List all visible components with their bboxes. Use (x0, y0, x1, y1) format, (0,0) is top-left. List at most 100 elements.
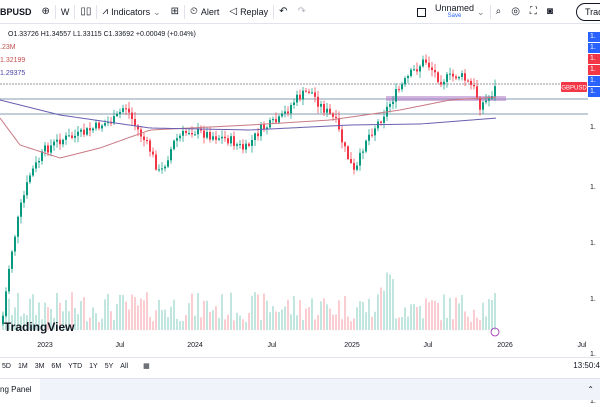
symbol-search[interactable]: BPUSD (0, 0, 37, 24)
redo-button[interactable]: ↷ (292, 0, 310, 24)
candle-body (449, 73, 451, 75)
settings-button[interactable]: ◎ (506, 0, 525, 24)
clock: 13:50:4 (573, 361, 600, 370)
volume-bar (326, 304, 328, 330)
chart-type-button[interactable]: ▯▯ (75, 0, 96, 24)
volume-bar (17, 292, 19, 330)
indicators-label: Indicators (111, 7, 151, 17)
candle-body (467, 80, 469, 82)
volume-bar (173, 299, 175, 330)
volume-bar (116, 303, 118, 330)
range-6m[interactable]: 6M (51, 362, 62, 370)
quick-search-button[interactable]: ⌕ (491, 0, 507, 24)
candle-body (473, 84, 475, 87)
range-1m[interactable]: 1M (17, 362, 28, 370)
volume-bar (335, 314, 337, 330)
range-5y[interactable]: 5Y (104, 362, 114, 370)
candle-body (272, 119, 274, 121)
time-tick: 2024 (187, 342, 203, 349)
volume-bar (494, 292, 496, 330)
volume-bar (329, 308, 331, 330)
collapse-icon[interactable]: ⌃ (587, 385, 594, 394)
ma-slow-line (0, 99, 497, 131)
volume-bar (260, 320, 262, 330)
volume-bar (407, 316, 409, 330)
volume-bar (458, 303, 460, 330)
candle-body (365, 140, 367, 152)
volume-bar (98, 321, 100, 330)
calendar-icon[interactable]: ▦ (143, 363, 150, 370)
candle-body (482, 102, 484, 110)
volume-bar (404, 307, 406, 330)
layout-button[interactable]: Unnamed Save ⌄ (412, 0, 490, 24)
time-tick: Jul (115, 342, 125, 349)
search-icon: ⌕ (495, 6, 502, 17)
volume-bar (386, 272, 388, 330)
volume-bar (305, 308, 307, 330)
compare-button[interactable]: ⊕ (37, 0, 55, 24)
candle-body (215, 136, 217, 140)
volume-bar (113, 319, 115, 330)
interval-label: W (60, 7, 70, 17)
volume-bar (182, 321, 184, 330)
range-3m[interactable]: 3M (34, 362, 45, 370)
interval-button[interactable]: W (56, 0, 75, 24)
volume-bar (152, 321, 154, 330)
candle-body (8, 268, 10, 292)
volume-bar (413, 303, 415, 330)
symbol-label: BPUSD (0, 7, 32, 17)
fullscreen-button[interactable]: ⛶ (525, 0, 542, 24)
volume-bar (26, 315, 28, 330)
price-chart[interactable]: GBPUSD (0, 24, 588, 342)
replay-button[interactable]: ◁ Replay (224, 0, 273, 24)
volume-bar (356, 307, 358, 330)
candle-body (233, 136, 235, 146)
candle-body (410, 69, 412, 77)
price-label: 1. (588, 65, 600, 75)
snapshot-button[interactable]: ◙ (542, 0, 558, 24)
undo-button[interactable]: ↶ (274, 0, 292, 24)
price-scale[interactable]: 1. 1. 1. 1. 1. 1. 1. 1. 1. 1. 1. 1. (588, 24, 600, 405)
candle-body (197, 128, 199, 135)
candle-body (212, 136, 214, 140)
candle-body (149, 140, 151, 152)
layout-save-status: Save (447, 13, 462, 19)
panel-tab[interactable]: ng Panel (0, 378, 40, 401)
volume-bar (257, 294, 259, 330)
candle-body (314, 92, 316, 97)
volume-bar (155, 310, 157, 330)
alert-button[interactable]: ⏲ Alert (185, 0, 224, 24)
candle-body (278, 116, 280, 123)
candle-body (206, 132, 208, 138)
candle-body (263, 124, 265, 130)
candle-body (329, 108, 331, 114)
candle-body (50, 145, 52, 153)
volume-bar (275, 311, 277, 330)
volume-bar (317, 315, 319, 330)
candle-body (221, 136, 223, 139)
range-all[interactable]: All (120, 362, 129, 370)
candle-body (401, 84, 403, 90)
indicators-button[interactable]: ⩘ Indicators ⌄ (97, 0, 165, 24)
templates-button[interactable]: ⊞ (166, 0, 184, 24)
candle-body (125, 108, 127, 110)
candle-body (368, 134, 370, 141)
candle-body (389, 103, 391, 107)
symbol-price-tag-label: GBPUSD (561, 86, 587, 92)
range-1y[interactable]: 1Y (89, 362, 98, 370)
volume-bar (209, 311, 211, 330)
range-5d[interactable]: 5D (2, 362, 11, 370)
chevron-down-icon: ⌄ (153, 6, 161, 17)
volume-bar (77, 314, 79, 330)
support-zone (386, 96, 506, 101)
candle-body (122, 108, 124, 112)
candle-body (443, 81, 445, 85)
symbol-price-tag (561, 82, 587, 92)
candle-body (92, 128, 94, 131)
candle-body (455, 76, 457, 79)
time-axis[interactable]: 2023 Jul 2024 Jul 2025 Jul 2026 Jul (0, 342, 600, 356)
volume-bar (245, 321, 247, 330)
range-ytd[interactable]: YTD (68, 362, 83, 370)
volume-bar (272, 306, 274, 330)
trade-button[interactable]: Trade (576, 3, 600, 21)
